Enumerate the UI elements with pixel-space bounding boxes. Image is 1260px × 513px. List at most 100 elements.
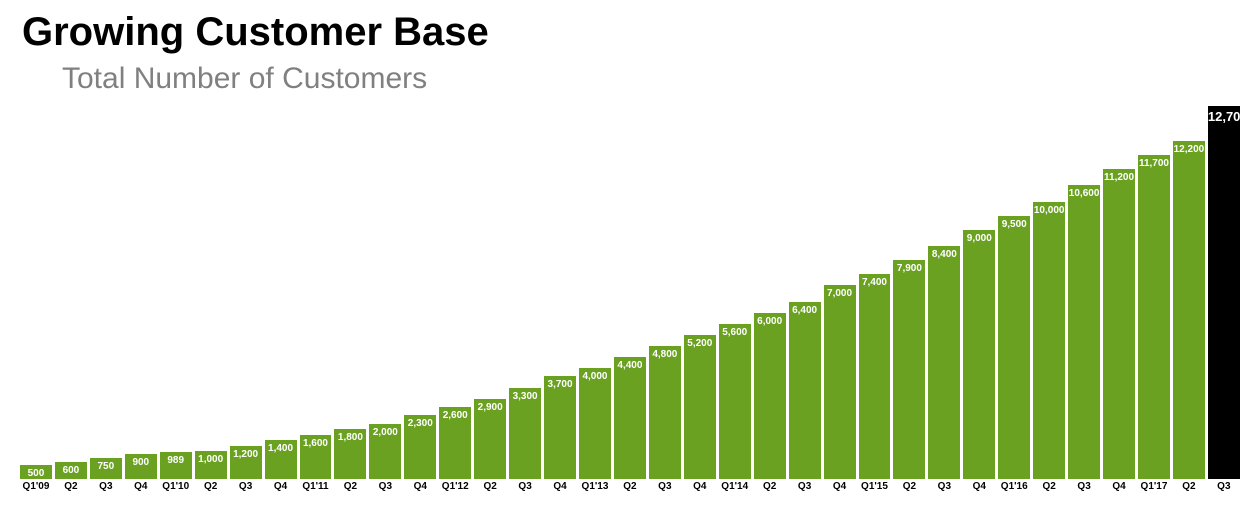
- bar-rect: 11,700: [1138, 155, 1170, 479]
- bar-rect: 2,900: [474, 399, 506, 479]
- bar-value-label: 1,800: [334, 432, 366, 443]
- chart-bar: 1,800: [334, 127, 366, 479]
- bar-value-label: 12,200: [1173, 144, 1205, 155]
- x-axis-label: Q1'17: [1138, 481, 1170, 497]
- bar-rect: 2,000: [369, 424, 401, 479]
- x-axis-label: Q4: [963, 481, 995, 497]
- bar-rect: 900: [125, 454, 157, 479]
- x-axis-label: Q1'12: [439, 481, 471, 497]
- chart-bar: 600: [55, 127, 87, 479]
- chart-bar: 7,900: [893, 127, 925, 479]
- bar-value-label: 9,000: [963, 233, 995, 244]
- bar-rect: 750: [90, 458, 122, 479]
- bar-rect: 7,900: [893, 260, 925, 479]
- bar-value-label: 8,400: [928, 249, 960, 260]
- chart-bars: 5006007509009891,0001,2001,4001,6001,800…: [20, 127, 1240, 479]
- x-axis-label: Q3: [649, 481, 681, 497]
- bar-value-label: 900: [125, 457, 157, 468]
- x-axis-label: Q2: [614, 481, 646, 497]
- bar-rect: 8,400: [928, 246, 960, 479]
- chart-bar: 11,200: [1103, 127, 1135, 479]
- bar-rect: 6,000: [754, 313, 786, 479]
- x-axis-label: Q4: [404, 481, 436, 497]
- x-axis-label: Q3: [509, 481, 541, 497]
- x-axis-label: Q2: [334, 481, 366, 497]
- bar-rect: 7,400: [859, 274, 891, 479]
- bar-rect: 3,700: [544, 376, 576, 479]
- x-axis-label: Q3: [789, 481, 821, 497]
- bar-value-label: 600: [55, 465, 87, 476]
- bar-value-label: 5,200: [684, 338, 716, 349]
- bar-rect: 1,600: [300, 435, 332, 479]
- x-axis-label: Q1'11: [300, 481, 332, 497]
- bar-rect: 600: [55, 462, 87, 479]
- chart-bar: 3,300: [509, 127, 541, 479]
- chart-bar: 4,800: [649, 127, 681, 479]
- bar-rect: [1208, 127, 1240, 479]
- bar-rect: 9,000: [963, 230, 995, 479]
- chart-bar: 750: [90, 127, 122, 479]
- bar-rect: 2,600: [439, 407, 471, 479]
- page-title: Growing Customer Base: [22, 10, 489, 55]
- x-axis-label: Q4: [824, 481, 856, 497]
- x-axis-label: Q2: [195, 481, 227, 497]
- chart-bar: 6,400: [789, 127, 821, 479]
- chart-bar: 2,900: [474, 127, 506, 479]
- x-axis-label: Q3: [230, 481, 262, 497]
- bar-rect: 9,500: [998, 216, 1030, 479]
- chart-bar: 8,400: [928, 127, 960, 479]
- bar-value-label: 750: [90, 461, 122, 472]
- chart-bar: 1,600: [300, 127, 332, 479]
- bar-value-label: 7,900: [893, 263, 925, 274]
- x-axis-label: Q2: [474, 481, 506, 497]
- chart-bar: 2,000: [369, 127, 401, 479]
- bar-value-label: 9,500: [998, 219, 1030, 230]
- bar-value-label: 1,000: [195, 454, 227, 465]
- page-subtitle: Total Number of Customers: [62, 62, 427, 96]
- x-axis-label: Q1'13: [579, 481, 611, 497]
- bar-rect: 1,200: [230, 446, 262, 479]
- x-axis-label: Q4: [544, 481, 576, 497]
- bar-value-label: 2,000: [369, 427, 401, 438]
- x-axis-label: Q3: [1068, 481, 1100, 497]
- bar-value-label: 11,200: [1103, 172, 1135, 183]
- bar-rect: 12,200: [1173, 141, 1205, 479]
- x-axis-label: Q1'14: [719, 481, 751, 497]
- bar-value-label: 1,400: [265, 443, 297, 454]
- chart-bar: 4,400: [614, 127, 646, 479]
- chart-bar: 2,600: [439, 127, 471, 479]
- chart-bar: 7,000: [824, 127, 856, 479]
- bar-rect: 5,200: [684, 335, 716, 479]
- bar-rect: 10,600: [1068, 185, 1100, 479]
- chart-bar: 10,000: [1033, 127, 1065, 479]
- x-axis-label: Q3: [369, 481, 401, 497]
- chart-bar: 2,300: [404, 127, 436, 479]
- bar-rect: 4,400: [614, 357, 646, 479]
- bar-rect: 10,000: [1033, 202, 1065, 479]
- bar-rect: 4,000: [579, 368, 611, 479]
- x-axis-label: Q2: [893, 481, 925, 497]
- bar-value-label: 3,700: [544, 379, 576, 390]
- bar-value-label: 11,700: [1138, 158, 1170, 169]
- chart-bar: 12,700: [1208, 127, 1240, 479]
- bar-rect: 6,400: [789, 302, 821, 479]
- chart-bar: 11,700: [1138, 127, 1170, 479]
- bar-rect: 2,300: [404, 415, 436, 479]
- bar-value-label: 2,600: [439, 410, 471, 421]
- x-axis-label: Q4: [265, 481, 297, 497]
- x-axis-label: Q2: [754, 481, 786, 497]
- bar-value-label: 10,600: [1068, 188, 1100, 199]
- bar-value-label: 7,000: [824, 288, 856, 299]
- bar-value-label: 2,900: [474, 402, 506, 413]
- bar-value-label: 1,600: [300, 438, 332, 449]
- bar-value-label: 12,700: [1208, 106, 1240, 127]
- x-axis-label: Q3: [928, 481, 960, 497]
- bar-rect: 3,300: [509, 388, 541, 479]
- chart-bar: 1,200: [230, 127, 262, 479]
- bar-value-label: 6,000: [754, 316, 786, 327]
- bar-value-label: 2,300: [404, 418, 436, 429]
- bar-value-label: 5,600: [719, 327, 751, 338]
- bar-value-label: 4,000: [579, 371, 611, 382]
- chart-bar: 9,500: [998, 127, 1030, 479]
- bar-rect: 1,800: [334, 429, 366, 479]
